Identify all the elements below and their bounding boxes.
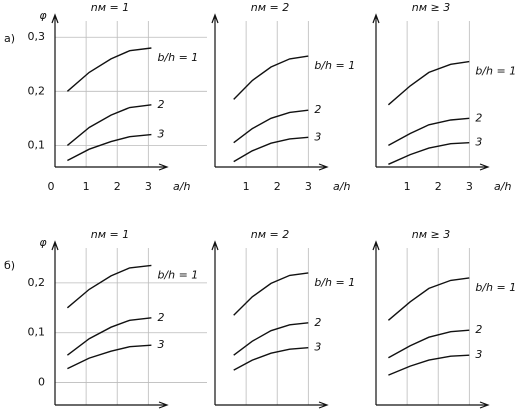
y-axis (51, 13, 59, 167)
curve (388, 354, 470, 376)
panel-label: а) (4, 32, 15, 45)
curve-label: 2 (157, 98, 164, 111)
x-axis (55, 401, 169, 409)
x-axis (376, 401, 490, 409)
curve-label: 3 (314, 341, 321, 354)
subplot-title: nм = 2 (251, 1, 289, 14)
curve (233, 109, 309, 144)
curve (387, 277, 470, 321)
x-axis (376, 163, 490, 171)
y-axis (51, 240, 59, 405)
curve (233, 272, 309, 316)
curve-label: 2 (475, 111, 482, 124)
y-tick-label: 0,3 (28, 30, 46, 43)
curve (66, 264, 152, 309)
curve (233, 347, 309, 371)
subplot-title: nм = 2 (251, 228, 289, 241)
curve-label: b/h = 1 (157, 51, 198, 64)
y-axis (372, 13, 380, 167)
y-tick-label: 0,1 (28, 138, 46, 151)
subplot-title: nм ≥ 3 (412, 228, 450, 241)
x-tick-label: 2 (114, 180, 121, 193)
subplot-title: nм ≥ 3 (412, 1, 450, 14)
y-tick-label: 0,2 (28, 276, 46, 289)
curve (233, 55, 309, 100)
x-tick-label: 3 (145, 180, 152, 193)
x-tick-label: 1 (404, 180, 411, 193)
curve-label: b/h = 1 (475, 281, 515, 294)
curve-label: b/h = 1 (314, 276, 355, 289)
curve (387, 60, 470, 106)
curve (67, 344, 152, 370)
x-tick-label: 3 (466, 180, 473, 193)
x-tick-label: 2 (274, 180, 281, 193)
y-axis (211, 13, 219, 167)
y-axis-label: φ (39, 9, 47, 22)
x-tick-label: 1 (83, 180, 90, 193)
curve (67, 133, 152, 162)
y-tick-label: 0 (38, 376, 45, 389)
curve-label: 2 (475, 323, 482, 336)
curve (66, 104, 152, 146)
x-tick-label: 2 (435, 180, 442, 193)
x-axis-label: a/h (333, 180, 350, 193)
curve-label: b/h = 1 (157, 268, 198, 281)
curve (66, 47, 152, 92)
curve-label: 3 (157, 128, 164, 141)
curve-label: 3 (475, 348, 482, 361)
panel-label: б) (4, 259, 15, 272)
y-axis (211, 240, 219, 405)
curve (233, 322, 309, 356)
curve (388, 117, 470, 147)
subplot-title: nм = 1 (91, 1, 129, 14)
x-tick-label: 3 (305, 180, 312, 193)
curve-label: 3 (314, 130, 321, 143)
y-axis-label: φ (39, 236, 47, 249)
y-tick-label: 0,1 (28, 326, 46, 339)
curve-label: 2 (314, 316, 321, 329)
curve-label: 3 (157, 338, 164, 351)
x-tick-label: 1 (243, 180, 250, 193)
curve-label: b/h = 1 (475, 65, 515, 78)
curve (388, 329, 470, 359)
curve-label: 2 (157, 311, 164, 324)
curve-label: 3 (475, 136, 482, 149)
curve (66, 317, 152, 356)
x-axis-label: a/h (173, 180, 190, 193)
x-axis (215, 163, 329, 171)
curve (388, 142, 470, 165)
subplot-title: nм = 1 (91, 228, 129, 241)
y-axis (372, 240, 380, 405)
y-tick-label: 0,2 (28, 84, 46, 97)
x-axis (55, 163, 169, 171)
curve-label: b/h = 1 (314, 59, 355, 72)
x-axis (215, 401, 329, 409)
curve (233, 136, 309, 163)
curve-label: 2 (314, 103, 321, 116)
x-axis-label: a/h (494, 180, 511, 193)
x-tick-label: 0 (48, 180, 55, 193)
